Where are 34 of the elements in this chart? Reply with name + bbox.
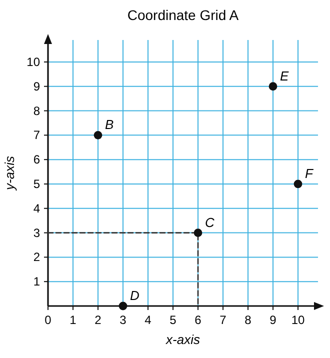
point	[94, 130, 102, 140]
y-tick-label: 3	[33, 226, 40, 240]
point	[294, 180, 302, 188]
point	[118, 302, 128, 310]
y-tick-label: 6	[33, 152, 40, 167]
chart-title: Coordinate Grid A	[127, 7, 240, 23]
x-tick-label: 1	[70, 313, 77, 327]
x-tick-label: 8	[244, 313, 252, 327]
x-tick-label: 6	[194, 313, 202, 327]
annotation: F	[305, 166, 314, 181]
x-axis-title: x-axis	[165, 332, 200, 347]
y-tick-label: 1	[33, 274, 40, 289]
y-tick-label: 2	[33, 250, 40, 264]
annotation: E	[280, 68, 289, 84]
point	[268, 82, 278, 91]
y-tick-label: 10	[26, 54, 40, 69]
y-tick-label: 5	[33, 176, 40, 191]
y-tick-label: 8	[33, 104, 40, 118]
x-tick-label: 10	[291, 313, 305, 327]
x-tick-label: 4	[144, 313, 152, 327]
x-tick-label: 3	[120, 313, 127, 327]
y-tick-label: 4	[33, 201, 40, 216]
x-tick-label: 7	[220, 313, 227, 327]
x-tick-label: 9	[270, 313, 277, 327]
annotation: D	[130, 288, 140, 303]
y-tick-label: 7	[33, 128, 40, 142]
x-tick-label: 2	[94, 313, 102, 327]
y-tick-label: 9	[33, 79, 40, 94]
x-tick-label: 5	[170, 313, 177, 327]
annotation: C	[205, 214, 215, 230]
annotation: B	[105, 117, 114, 132]
y-axis-title: y-axis	[2, 156, 17, 191]
x-tick-label: 0	[44, 313, 52, 327]
point	[194, 228, 202, 237]
